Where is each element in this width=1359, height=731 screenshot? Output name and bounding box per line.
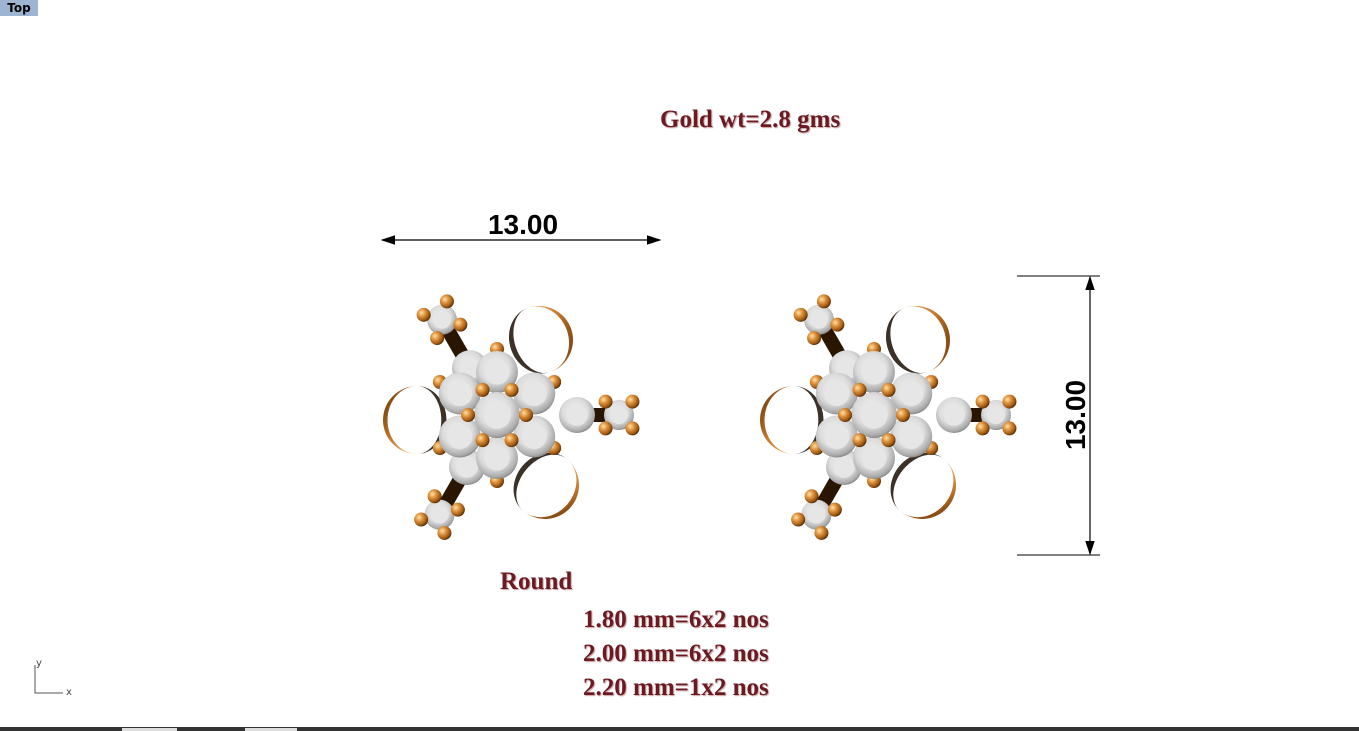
stone-table [447, 423, 473, 450]
gold-ball [975, 394, 990, 409]
stone-table [484, 359, 510, 385]
stone-table [898, 423, 924, 450]
stone-table [898, 380, 924, 407]
gold-ball [504, 433, 519, 448]
stone-table [824, 423, 850, 450]
gold-ball [427, 489, 442, 504]
height-dimension-text: 13.00 [1060, 380, 1091, 450]
gold-ball [450, 502, 465, 517]
stone-table [430, 505, 449, 524]
gold-ball [852, 382, 867, 397]
gold-ball [975, 421, 990, 436]
stone-table [456, 456, 478, 478]
gold-crescent [513, 452, 579, 519]
gold-ball [881, 382, 896, 397]
svg-text:y: y [36, 658, 42, 669]
gold-crescent [508, 306, 573, 374]
gold-crescent [885, 306, 950, 374]
axis-icon: y x [34, 658, 72, 698]
gold-ball [804, 489, 819, 504]
gold-ball [430, 331, 445, 346]
gold-ball [816, 294, 831, 309]
stone-table [810, 310, 828, 329]
gold-ball [881, 433, 896, 448]
width-dimension: 13.00 [380, 209, 662, 245]
stone-table [610, 406, 628, 424]
gold-ball [1002, 421, 1017, 436]
gold-ball [598, 394, 613, 409]
left-earring[interactable] [383, 294, 640, 540]
gold-ball [439, 294, 454, 309]
gold-ball [827, 502, 842, 517]
viewport-label[interactable]: Top [0, 0, 38, 16]
stone-shape-note: Round [500, 568, 573, 595]
stone-table [833, 456, 855, 478]
gold-ball [475, 433, 490, 448]
gold-ball [807, 331, 822, 346]
gold-ball [414, 512, 429, 527]
gold-ball [504, 382, 519, 397]
right-earring[interactable] [760, 294, 1017, 540]
gold-ball [791, 512, 806, 527]
stone-table [860, 401, 888, 429]
width-dimension-text: 13.00 [488, 209, 558, 240]
gold-ball [830, 317, 845, 332]
stone-table [807, 505, 826, 524]
stone-spec-3: 2.20 mm=1x2 nos [583, 674, 769, 701]
bottom-tab[interactable] [122, 728, 177, 731]
gold-ball [852, 433, 867, 448]
stone-table [484, 445, 510, 471]
stone-table [861, 359, 887, 385]
gold-weight-note: Gold wt=2.8 gms [660, 106, 841, 133]
stone-table [521, 423, 547, 450]
gold-ball [519, 408, 533, 422]
gold-ball [793, 307, 808, 322]
stone-table [433, 310, 451, 329]
gold-ball [838, 408, 852, 422]
gold-ball [475, 382, 490, 397]
bottom-tab[interactable] [245, 728, 297, 731]
stone-spec-2: 2.00 mm=6x2 nos [583, 640, 769, 667]
gold-ball [625, 394, 640, 409]
stone-table [521, 380, 547, 407]
gold-ball [814, 525, 829, 540]
stone-table [943, 404, 965, 426]
gold-crescent [890, 452, 956, 519]
stone-spec-1: 1.80 mm=6x2 nos [583, 606, 769, 633]
gold-ball [437, 525, 452, 540]
gold-ball [896, 408, 910, 422]
stone-table [566, 404, 588, 426]
gold-ball [461, 408, 475, 422]
stone-table [483, 401, 511, 429]
gold-ball [598, 421, 613, 436]
stone-table [861, 445, 887, 471]
stone-table [987, 406, 1005, 424]
gold-ball [625, 421, 640, 436]
bottom-bar [0, 727, 1359, 731]
stone-table [824, 380, 850, 407]
svg-text:x: x [66, 687, 72, 698]
height-dimension: 13.00 [1017, 275, 1100, 556]
stone-table [447, 380, 473, 407]
gold-ball [416, 307, 431, 322]
gold-ball [1002, 394, 1017, 409]
gold-ball [453, 317, 468, 332]
